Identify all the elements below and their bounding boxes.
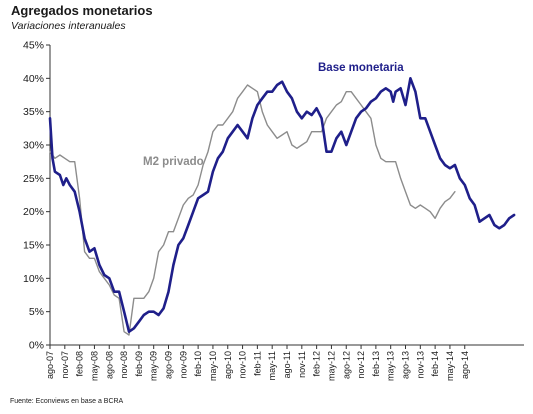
m2-privado-label: M2 privado bbox=[143, 156, 204, 168]
y-tick-label: 30% bbox=[23, 140, 44, 152]
x-tick-label: ago-12 bbox=[341, 351, 351, 379]
y-tick-label: 45% bbox=[23, 40, 44, 52]
x-tick-label: feb-09 bbox=[134, 351, 144, 377]
chart-series bbox=[48, 77, 516, 336]
x-tick-label: nov-08 bbox=[119, 351, 129, 379]
x-tick-label: may-13 bbox=[386, 351, 396, 381]
x-tick-label: feb-10 bbox=[193, 351, 203, 377]
x-tick-label: nov-11 bbox=[297, 351, 307, 378]
y-tick-label: 40% bbox=[23, 73, 44, 85]
x-tick-label: ago-08 bbox=[104, 351, 114, 379]
x-tick-label: feb-08 bbox=[75, 351, 85, 377]
base-monetaria-line bbox=[48, 77, 516, 333]
chart-title: Agregados monetarios bbox=[11, 3, 153, 18]
m2-privado-line bbox=[49, 84, 456, 336]
x-tick-label: feb-11 bbox=[252, 351, 262, 376]
x-tick-label: may-11 bbox=[267, 351, 277, 380]
source-note: Fuente: Econviews en base a BCRA bbox=[10, 398, 124, 405]
y-tick-label: 25% bbox=[23, 173, 44, 185]
x-tick-label: ago-07 bbox=[45, 351, 55, 379]
y-tick-label: 5% bbox=[29, 306, 44, 318]
x-tick-label: ago-10 bbox=[223, 351, 233, 379]
x-tick-label: ago-09 bbox=[164, 351, 174, 379]
x-tick-label: ago-14 bbox=[460, 351, 470, 379]
x-tick-label: nov-13 bbox=[415, 351, 425, 379]
x-tick-label: ago-13 bbox=[401, 351, 411, 379]
x-tick-label: may-10 bbox=[208, 351, 218, 381]
x-tick-label: may-09 bbox=[149, 351, 159, 381]
x-tick-label: may-14 bbox=[445, 351, 455, 381]
x-tick-label: nov-10 bbox=[238, 351, 248, 379]
x-tick-label: may-08 bbox=[89, 351, 99, 381]
x-tick-label: may-12 bbox=[326, 351, 336, 381]
y-tick-label: 15% bbox=[23, 240, 44, 252]
x-tick-label: nov-07 bbox=[60, 351, 70, 379]
y-tick-label: 10% bbox=[23, 273, 44, 285]
y-tick-label: 35% bbox=[23, 106, 44, 118]
x-tick-label: nov-09 bbox=[178, 351, 188, 379]
x-tick-label: feb-14 bbox=[430, 351, 440, 377]
y-tick-label: 0% bbox=[29, 340, 44, 352]
x-tick-label: feb-12 bbox=[312, 351, 322, 377]
chart-subtitle: Variaciones interanuales bbox=[11, 20, 126, 32]
chart-axes: 0% 5% 10% 15% 20% 25% 30% 35% 40% 45% ago-07 nov-07… bbox=[23, 40, 524, 381]
base-monetaria-label: Base monetaria bbox=[318, 62, 404, 74]
x-tick-label: ago-11 bbox=[282, 351, 292, 378]
x-tick-label: feb-13 bbox=[371, 351, 381, 377]
y-tick-label: 20% bbox=[23, 206, 44, 218]
x-tick-label: nov-12 bbox=[356, 351, 366, 379]
